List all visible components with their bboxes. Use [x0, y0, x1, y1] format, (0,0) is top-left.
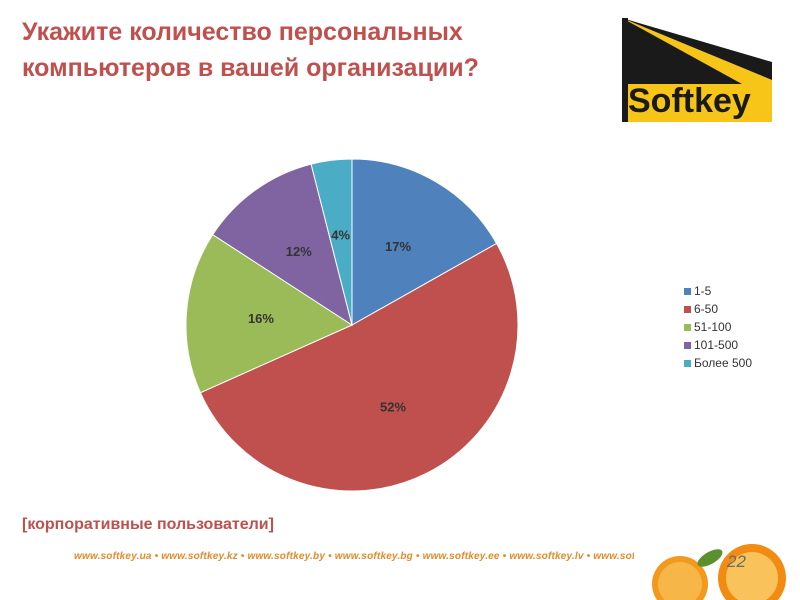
pie-label-3: 16% — [248, 311, 274, 326]
pie-slice-5 — [310, 158, 353, 326]
pie-label-2: 52% — [380, 400, 406, 415]
legend-label: 101-500 — [694, 338, 739, 352]
pie-label-5: 4% — [331, 227, 350, 242]
legend-label: 51-100 — [694, 320, 732, 334]
legend-swatch — [684, 287, 691, 295]
legend-item-2: 6-50 — [684, 300, 752, 318]
legend-swatch — [684, 323, 691, 331]
legend-item-3: 51-100 — [684, 318, 752, 336]
legend-label: 6-50 — [694, 302, 719, 316]
footer-links: www.softkey.ua • www.softkey.kz • www.so… — [74, 551, 634, 562]
pie-slice-4 — [212, 163, 353, 327]
pie-label-4: 12% — [286, 244, 312, 259]
page-number: 22 — [727, 552, 746, 571]
pie-slice-2 — [199, 242, 519, 492]
pie-slice-3 — [185, 233, 354, 394]
legend-label: Более 500 — [694, 356, 752, 370]
legend-label: 1-5 — [694, 284, 712, 298]
logo-text: Softkey — [628, 82, 751, 120]
oranges-decoration — [652, 544, 786, 600]
audience-subtitle: [корпоративные пользователи] — [22, 516, 274, 533]
legend-item-1: 1-5 — [684, 282, 752, 300]
pie-label-1: 17% — [385, 239, 411, 254]
pie-slice-1 — [351, 158, 498, 326]
legend-swatch — [684, 341, 691, 349]
legend-item-4: 101-500 — [684, 336, 752, 354]
softkey-logo: Softkey — [622, 18, 772, 122]
legend-swatch — [684, 359, 691, 367]
legend-item-5: Более 500 — [684, 354, 752, 372]
slide-title: Укажите количество персональных компьюте… — [22, 18, 479, 82]
chart-legend: 1-5 6-50 51-100 101-500 Более 500 — [684, 282, 752, 372]
legend-swatch — [684, 305, 691, 313]
